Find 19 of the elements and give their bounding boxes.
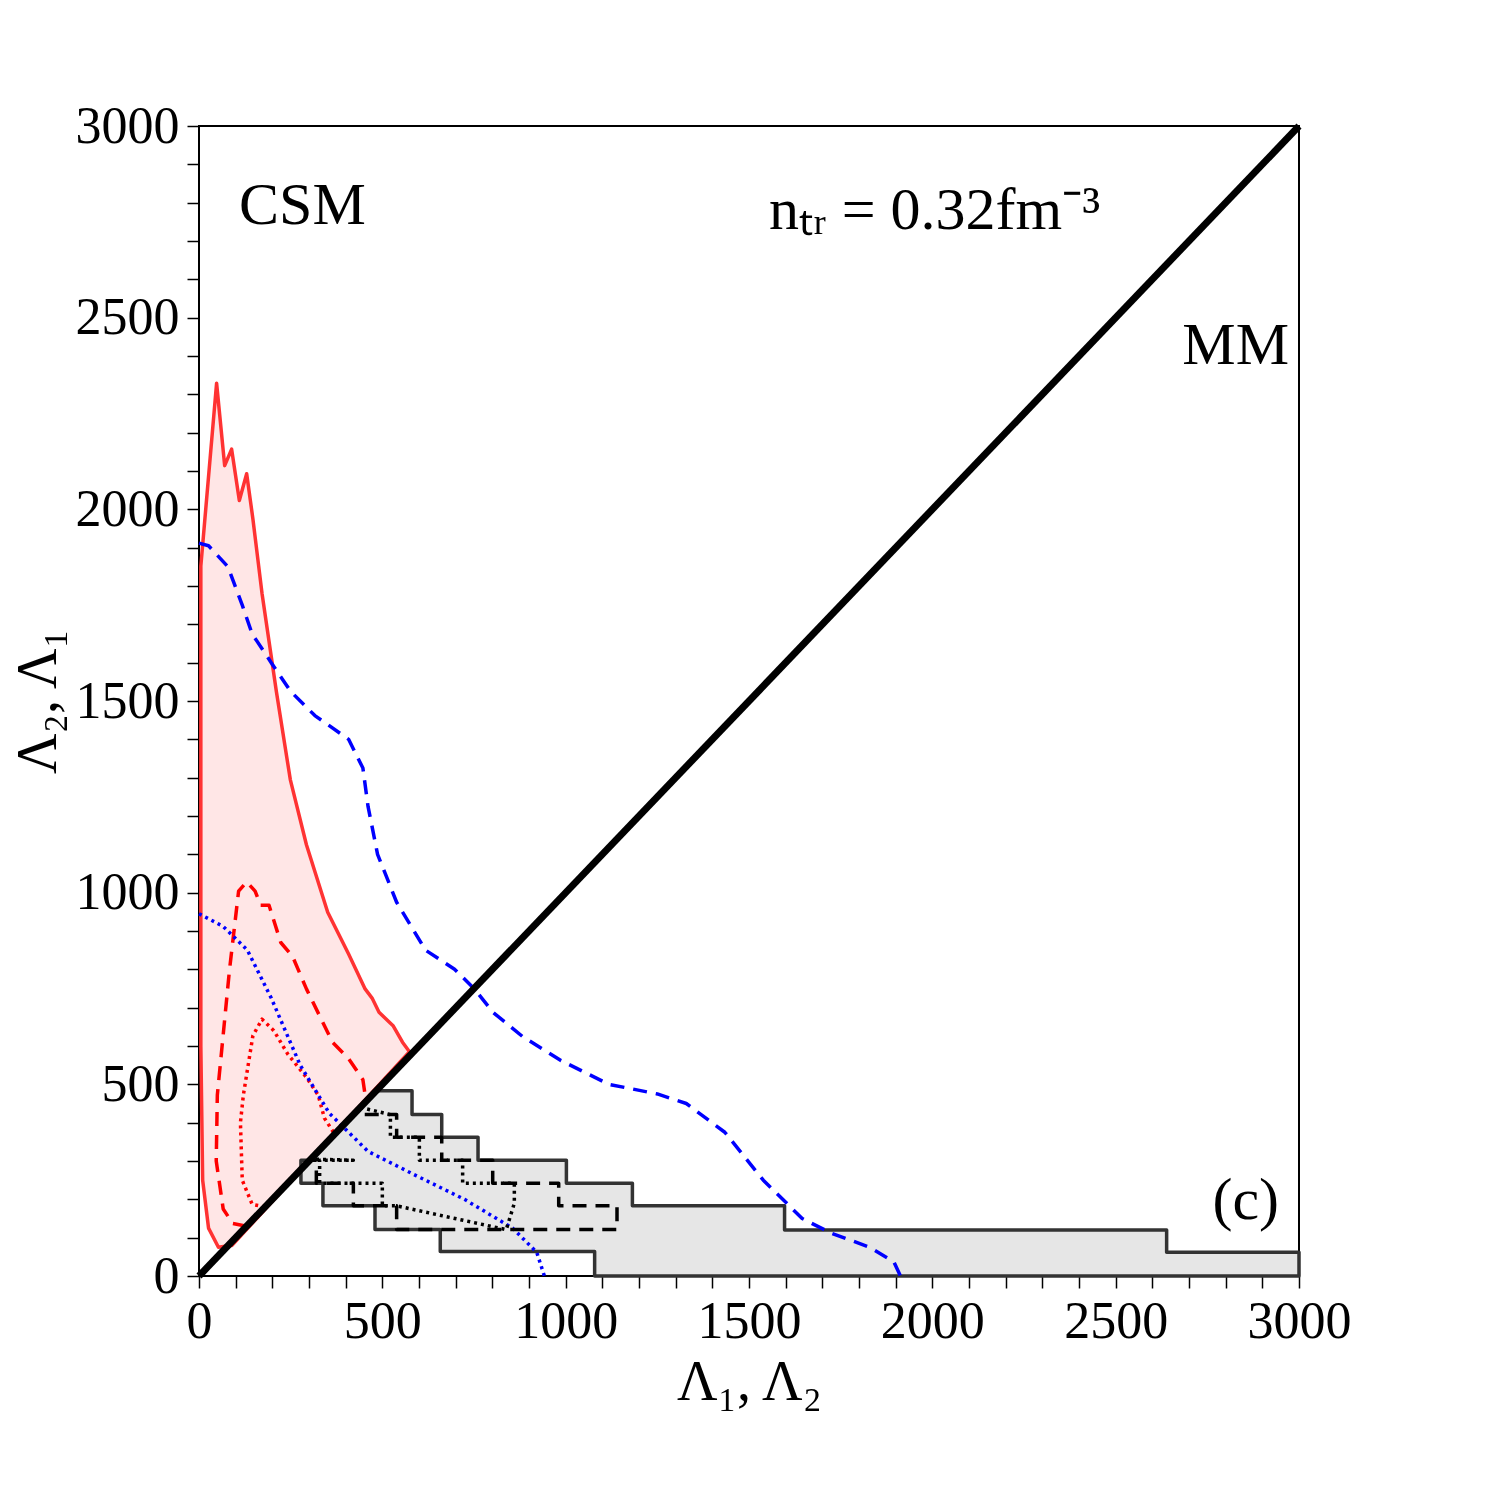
annotation: CSM bbox=[239, 171, 366, 237]
x-axis-title: Λ₁, Λ₂ bbox=[676, 1349, 823, 1412]
x-tick-label: 1500 bbox=[697, 1291, 802, 1349]
x-tick-label: 2500 bbox=[1064, 1291, 1169, 1349]
annotation: (c) bbox=[1212, 1166, 1279, 1232]
y-tick-label: 3000 bbox=[75, 96, 180, 154]
annotation: nₜᵣ = 0.32fm⁻³ bbox=[769, 176, 1101, 242]
x-tick-label: 500 bbox=[343, 1291, 422, 1349]
y-axis-title: Λ₂, Λ₁ bbox=[5, 628, 68, 775]
y-tick-label: 2000 bbox=[75, 479, 180, 537]
y-tick-label: 0 bbox=[153, 1246, 180, 1304]
x-tick-label: 3000 bbox=[1247, 1291, 1352, 1349]
y-tick-label: 1500 bbox=[75, 671, 180, 729]
y-tick-label: 500 bbox=[101, 1054, 180, 1112]
y-tick-label: 2500 bbox=[75, 288, 180, 346]
x-tick-label: 1000 bbox=[514, 1291, 619, 1349]
annotation: MM bbox=[1182, 311, 1289, 377]
x-tick-label: 2000 bbox=[880, 1291, 985, 1349]
y-tick-label: 1000 bbox=[75, 863, 180, 921]
